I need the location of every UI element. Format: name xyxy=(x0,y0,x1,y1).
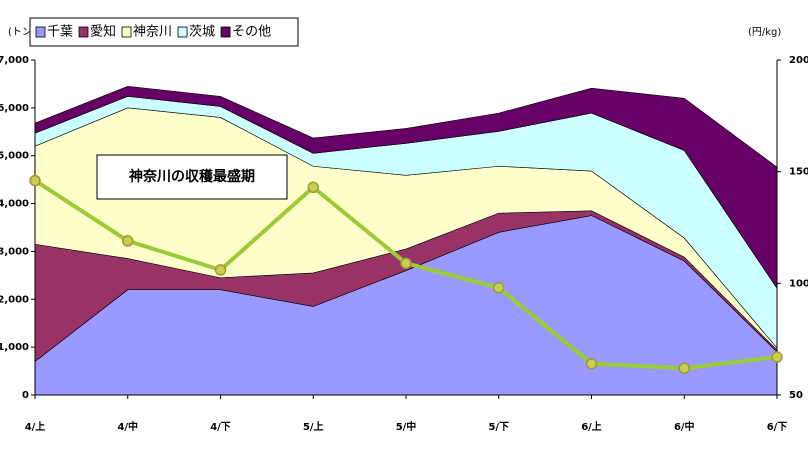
price-marker xyxy=(493,282,505,294)
price-marker xyxy=(307,181,319,194)
legend-label: 愛知 xyxy=(90,24,116,40)
y-tick-label: 6,000 xyxy=(0,103,29,114)
legend-swatch xyxy=(121,26,132,38)
x-tick-label: 4/下 xyxy=(210,421,231,433)
y-tick-label: 7,000 xyxy=(0,55,29,66)
x-tick-label: 5/上 xyxy=(303,420,324,433)
legend-swatch xyxy=(177,26,188,38)
legend-label: その他 xyxy=(232,25,271,40)
x-tick-label: 4/上 xyxy=(25,420,46,433)
y-tick-label: 3,000 xyxy=(0,246,29,257)
legend-label: 茨城 xyxy=(189,25,215,40)
x-tick-label: 6/上 xyxy=(581,420,602,433)
legend-swatch xyxy=(35,26,46,38)
y-tick-label: 0 xyxy=(22,390,29,401)
x-tick-label: 6/下 xyxy=(767,421,788,433)
price-marker xyxy=(400,257,412,269)
y2-tick-label: 50 xyxy=(789,390,803,401)
y-tick-label: 2,000 xyxy=(0,294,29,305)
y-tick-label: 4,000 xyxy=(0,199,29,210)
legend-label: 千葉 xyxy=(47,25,73,40)
price-marker xyxy=(214,264,227,276)
price-marker xyxy=(771,351,783,363)
price-marker xyxy=(678,362,690,374)
legend-label: 神奈川 xyxy=(133,25,172,40)
y-tick-label: 1,000 xyxy=(0,342,29,353)
y2-tick-label: 100 xyxy=(789,278,808,289)
x-tick-label: 5/中 xyxy=(396,420,417,433)
y2-tick-label: 200 xyxy=(789,55,808,66)
annotation: 神奈川の収穫最盛期 xyxy=(129,168,255,185)
annotation-box xyxy=(96,154,288,200)
y-tick-label: 5,000 xyxy=(0,151,29,162)
y2-tick-label: 150 xyxy=(789,167,808,178)
x-tick-label: 4/中 xyxy=(117,420,138,433)
y2-axis-label: (円/kg) xyxy=(748,27,781,38)
legend-swatch xyxy=(220,26,231,38)
price-marker xyxy=(585,357,598,370)
legend-box xyxy=(29,17,299,47)
x-tick-label: 6/中 xyxy=(674,420,695,433)
y-axis-label: (トン) xyxy=(8,27,36,38)
x-tick-label: 5/下 xyxy=(488,421,509,433)
legend-swatch xyxy=(78,26,89,38)
price-marker xyxy=(29,174,41,187)
price-marker xyxy=(122,235,134,247)
